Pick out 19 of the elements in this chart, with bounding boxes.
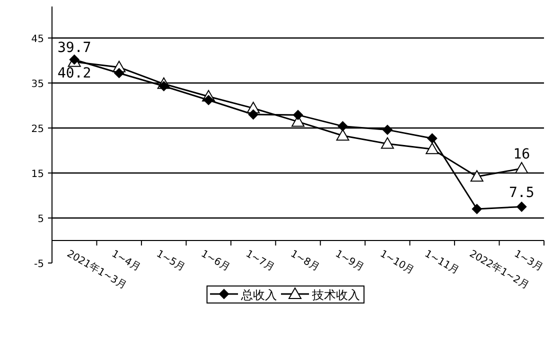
x-tick-label: 1~7月 [244, 248, 276, 274]
x-tick-label: 1~5月 [154, 248, 187, 274]
y-tick-label: 45 [31, 34, 44, 45]
y-tick-label: 15 [31, 169, 44, 180]
data-label: 16 [513, 146, 530, 162]
data-label: 7.5 [508, 184, 534, 201]
y-tick-label: 25 [31, 124, 44, 135]
x-tick-label: 1~8月 [288, 248, 321, 274]
legend-label: 总收入 [240, 288, 277, 302]
data-label: 40.2 [58, 66, 92, 82]
y-tick-label: 5 [38, 214, 44, 225]
data-label: 39.7 [58, 40, 92, 56]
legend-label: 技术收入 [311, 288, 360, 302]
x-tick-label: 1~9月 [333, 248, 366, 274]
y-tick-label: 35 [31, 79, 44, 90]
y-tick-label: -5 [34, 259, 44, 270]
x-tick-label: 1~6月 [199, 248, 232, 274]
x-tick-label: 1~4月 [110, 248, 142, 274]
x-tick-label: 1~3月 [512, 248, 545, 274]
